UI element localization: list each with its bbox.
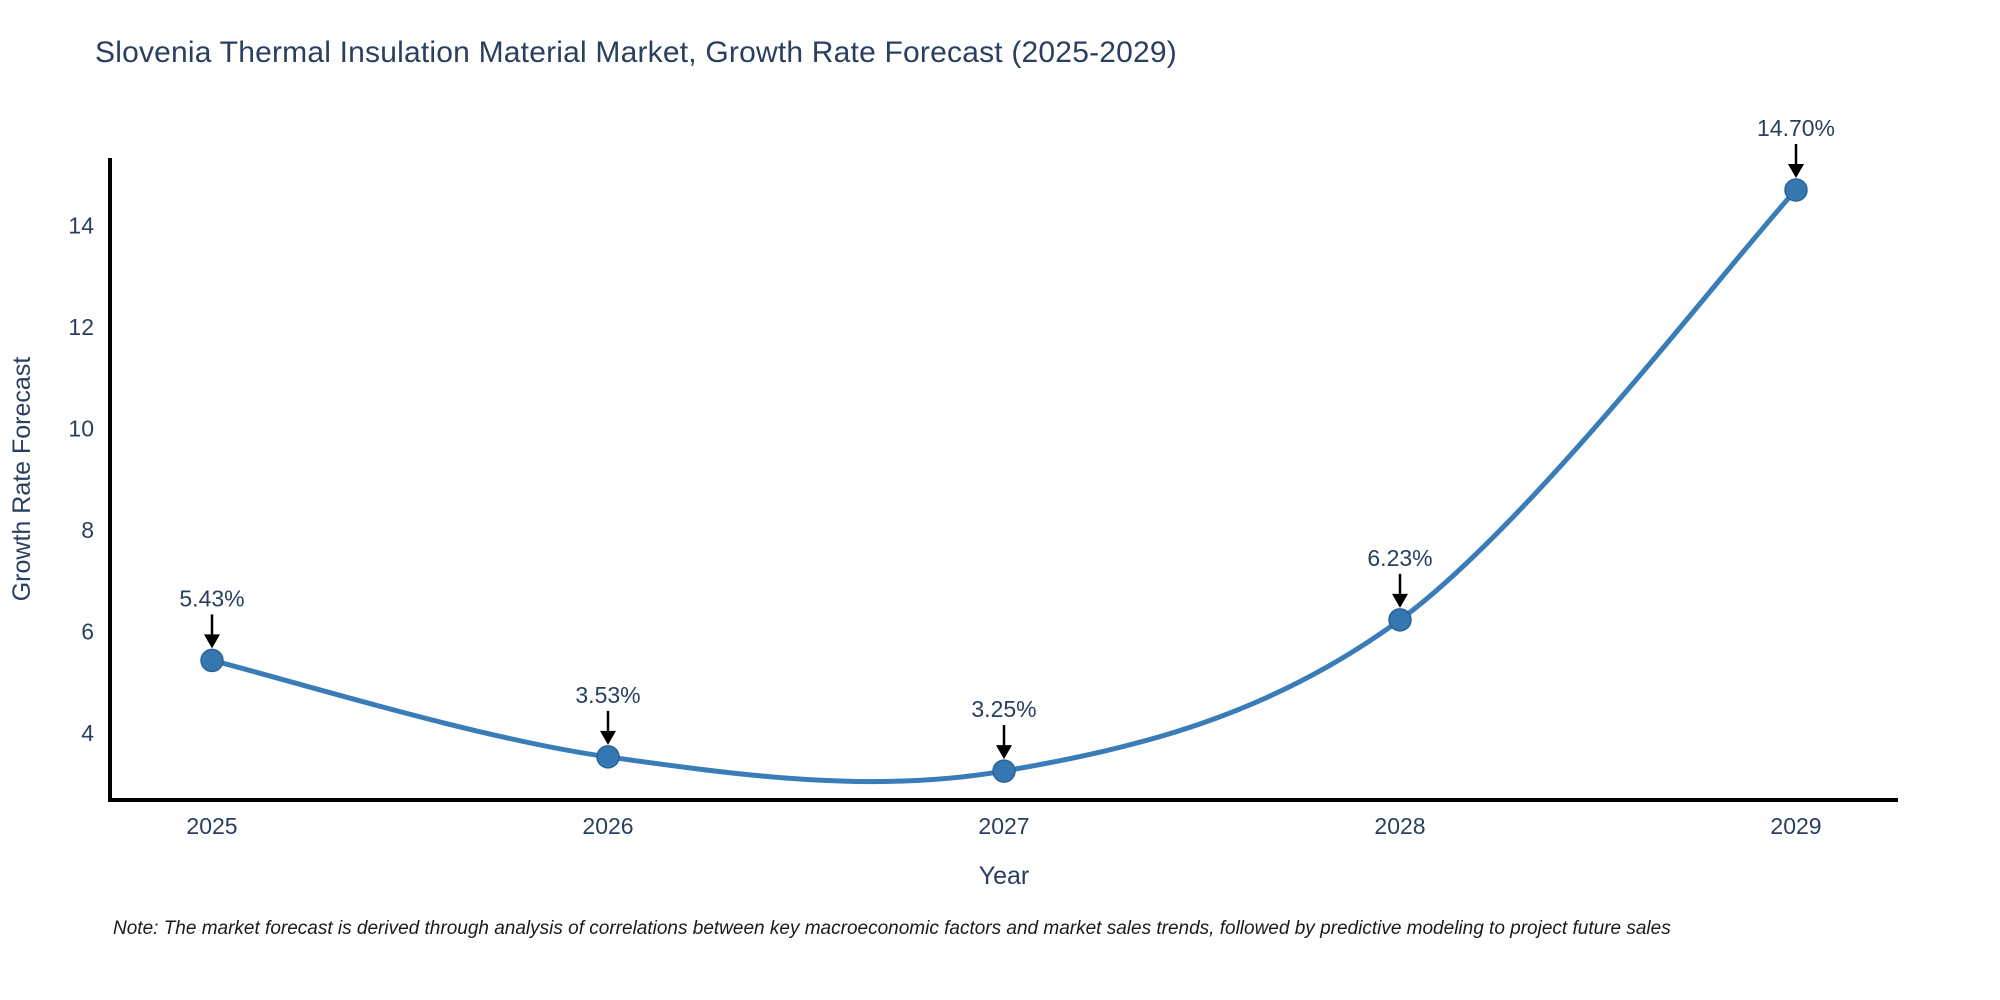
x-axis-title: Year: [979, 862, 1030, 890]
annotation-arrowhead: [1392, 593, 1408, 608]
trend-line: [209, 187, 1799, 785]
data-point-marker: [1784, 178, 1808, 202]
y-tick-label: 14: [68, 212, 94, 238]
footnote: Note: The market forecast is derived thr…: [113, 918, 1671, 939]
annotation-label: 3.25%: [971, 696, 1036, 722]
annotation-label: 6.23%: [1367, 545, 1432, 571]
y-tick-label: 8: [81, 517, 94, 543]
data-point-marker: [200, 648, 224, 673]
annotation-arrowhead: [1788, 163, 1804, 178]
data-point-marker: [596, 745, 620, 769]
x-tick-label: 2028: [1374, 813, 1425, 839]
y-tick-label: 10: [68, 416, 94, 442]
x-tick-label: 2026: [582, 813, 633, 839]
y-tick-label: 12: [68, 314, 94, 340]
annotation-arrowhead: [996, 745, 1012, 760]
chart-title: Slovenia Thermal Insulation Material Mar…: [95, 36, 1177, 69]
annotation-label: 14.70%: [1757, 115, 1835, 141]
x-tick-label: 2027: [978, 813, 1029, 839]
y-tick-label: 6: [81, 619, 94, 645]
x-tick-label: 2025: [186, 813, 237, 839]
x-tick-label: 2029: [1770, 813, 1821, 839]
annotation-label: 3.53%: [575, 682, 640, 708]
y-tick-label: 4: [81, 720, 94, 746]
data-point-marker: [992, 759, 1016, 783]
annotation-arrowhead: [204, 634, 220, 649]
y-axis-title: Growth Rate Forecast: [8, 357, 36, 602]
annotation-label: 5.43%: [179, 585, 244, 611]
data-point-marker: [1388, 608, 1412, 632]
annotation-arrowhead: [600, 730, 616, 745]
